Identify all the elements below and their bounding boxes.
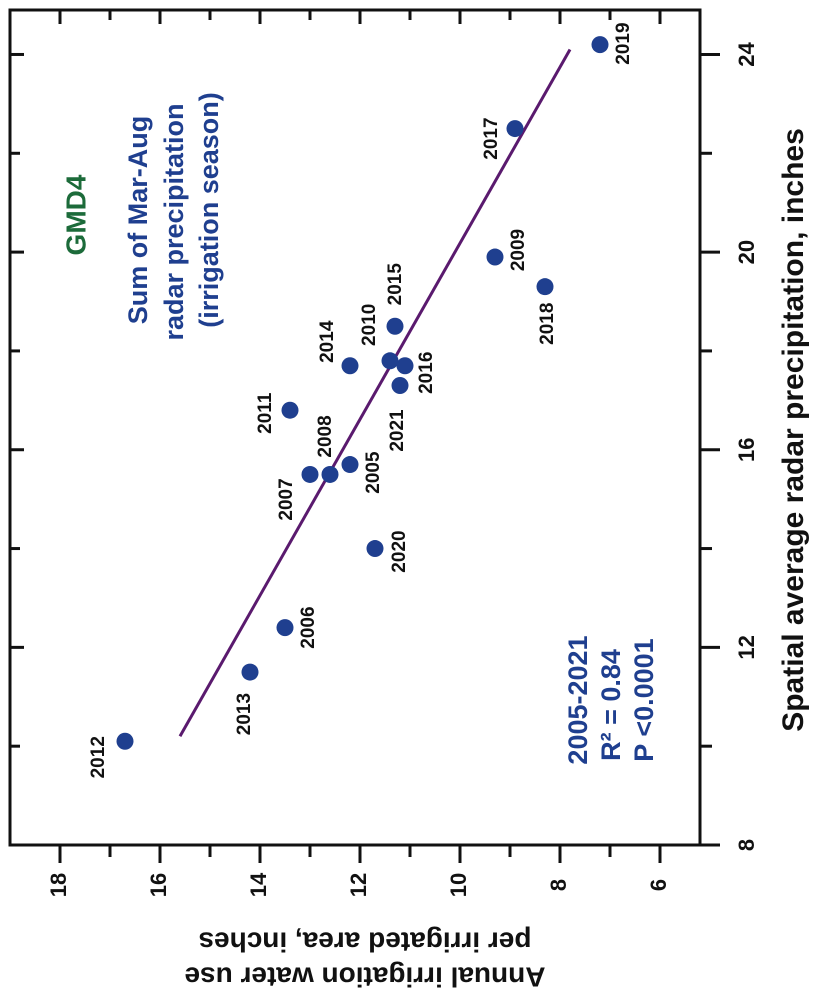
annotation: (irrigation season)	[194, 92, 224, 328]
plot-frame	[8, 8, 702, 847]
y-tick-label: 8	[546, 879, 571, 891]
point-label: 2017	[481, 117, 502, 159]
data-point	[281, 401, 299, 419]
y-tick-label: 10	[446, 873, 471, 897]
y-tick-label: 16	[146, 873, 171, 897]
point-label: 2013	[234, 693, 255, 735]
annotation: GMD4	[60, 174, 91, 255]
point-label: 2006	[298, 606, 319, 648]
annotation: radar precipitation	[159, 103, 189, 340]
point-label: 2021	[387, 409, 408, 452]
data-point	[301, 465, 319, 483]
data-point	[366, 540, 384, 558]
data-point	[391, 377, 409, 395]
data-point	[591, 36, 609, 54]
point-label: 2015	[385, 263, 406, 306]
y-tick-label: 14	[246, 872, 271, 897]
y-axis-label: Annual irrigation water use	[185, 962, 546, 993]
data-point	[116, 732, 134, 750]
stat-label: P <0.0001	[629, 638, 659, 761]
stat-label: 2005-2021	[563, 635, 593, 764]
x-tick-label: 24	[734, 41, 759, 66]
y-tick-label: 18	[46, 873, 71, 897]
data-point	[486, 248, 504, 266]
point-label: 2009	[508, 229, 529, 271]
data-point	[276, 619, 294, 637]
stat-label: R² = 0.84	[596, 649, 626, 761]
x-tick-label: 8	[734, 839, 759, 851]
point-label: 2005	[363, 451, 384, 494]
point-label: 2019	[613, 22, 634, 64]
y-tick-label: 12	[346, 873, 371, 897]
point-label: 2007	[276, 478, 297, 520]
data-point	[396, 357, 414, 375]
y-tick-label: 6	[646, 879, 671, 891]
data-point	[506, 120, 524, 138]
point-label: 2010	[359, 304, 380, 346]
point-label: 2014	[317, 320, 338, 363]
y-axis-label: per irrigated area, inches	[198, 927, 531, 958]
point-label: 2020	[389, 530, 410, 572]
data-point	[386, 317, 404, 335]
data-point	[341, 456, 359, 474]
point-label: 2018	[537, 303, 558, 345]
x-tick-label: 12	[734, 635, 759, 659]
data-point	[341, 357, 359, 375]
x-tick-label: 16	[734, 437, 759, 461]
point-label: 2012	[88, 736, 109, 778]
data-point	[321, 465, 339, 483]
x-tick-label: 20	[734, 240, 759, 264]
point-label: 2016	[416, 352, 437, 394]
trend-line	[178, 48, 572, 738]
annotation: Sum of Mar-Aug	[123, 116, 153, 325]
data-point	[381, 352, 399, 370]
data-point	[241, 663, 259, 681]
point-label: 2011	[255, 392, 276, 434]
x-axis-label: Spatial average radar precipitation, inc…	[777, 128, 810, 732]
data-point	[536, 278, 554, 296]
point-label: 2008	[315, 415, 336, 457]
